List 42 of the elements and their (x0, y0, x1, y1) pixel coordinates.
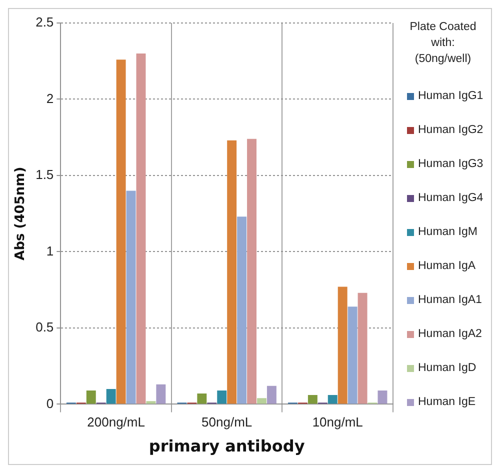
y-tick-label: 0.5 (36, 320, 54, 335)
bar (126, 190, 136, 404)
bar (156, 384, 166, 404)
bar (146, 401, 156, 404)
bar (136, 53, 146, 404)
bar (378, 390, 388, 404)
bar (358, 292, 368, 404)
x-tick-label: 200ng/mL (87, 414, 145, 430)
bar (217, 390, 227, 404)
legend-label: Human IgG3 (418, 158, 484, 170)
y-axis-title: Abs (405nm) (13, 166, 28, 260)
x-tick-label: 50ng/mL (202, 414, 252, 430)
bar (106, 388, 116, 404)
legend-title: Plate Coated with: (50ng/well) (408, 20, 478, 67)
legend-label: Human IgA (418, 260, 476, 272)
bar (256, 398, 266, 404)
bar (308, 395, 318, 404)
legend-label: Human IgG4 (418, 192, 484, 204)
legend-label: Human IgG1 (418, 90, 484, 102)
x-tick-label: 10ng/mL (312, 414, 363, 430)
bar (116, 60, 126, 404)
y-tick-label: 1.5 (36, 167, 54, 182)
bar (197, 394, 207, 404)
bar (348, 306, 358, 404)
bar (247, 138, 256, 404)
legend-label: Human IgE (418, 396, 476, 408)
x-axis-title: primary antibody (148, 436, 306, 456)
bar (86, 390, 96, 404)
y-tick-label: 1 (46, 243, 54, 258)
legend-label: Human IgA2 (418, 328, 482, 340)
bar (328, 395, 338, 404)
bar (338, 286, 348, 404)
legend-label: Human IgG2 (418, 124, 484, 136)
legend-label: Human IgM (418, 226, 478, 238)
y-tick-label: 2 (46, 90, 54, 106)
legend-label: Human IgD (418, 362, 476, 374)
bar (266, 386, 276, 404)
bar (227, 140, 237, 404)
legend-label: Human IgA1 (418, 294, 482, 306)
bar (237, 216, 247, 404)
y-tick-label: 2.5 (36, 14, 54, 30)
y-tick-label: 0 (46, 396, 54, 411)
